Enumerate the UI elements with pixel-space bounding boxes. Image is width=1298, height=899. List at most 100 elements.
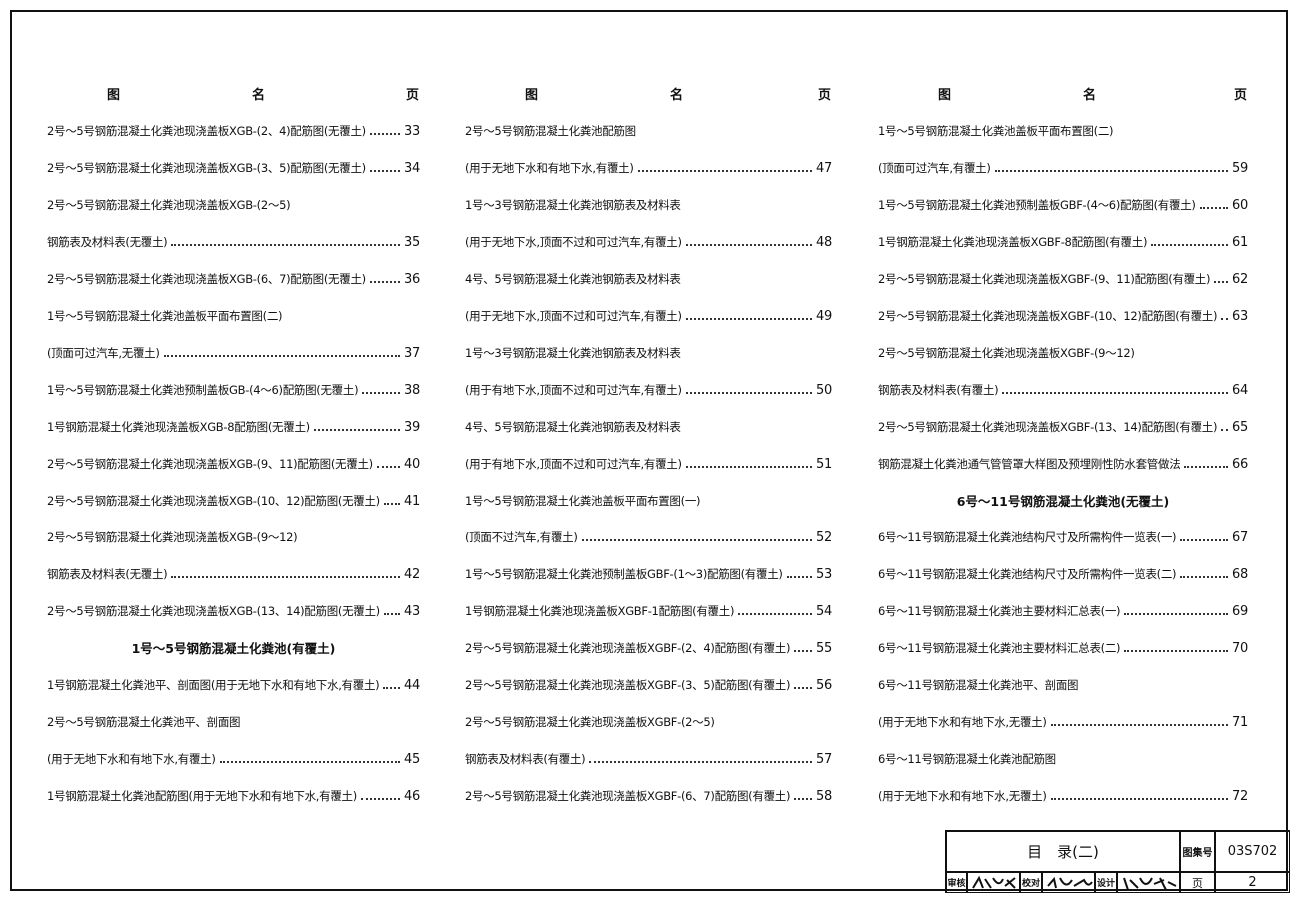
toc-entry: 2号～5号钢筋混凝土化粪池现浇盖板XGBF-(6、7)配筋图(有覆土) 58 <box>465 786 832 804</box>
leader-dots <box>369 280 401 283</box>
toc-entry: 钢筋表及材料表(无覆土) 35 <box>47 232 420 250</box>
entry-title: 2号～5号钢筋混凝土化粪池现浇盖板XGBF-(2～5) <box>465 715 715 730</box>
leader-dots <box>794 687 813 690</box>
leader-dots <box>163 354 401 357</box>
entry-title: 1号钢筋混凝土化粪池现浇盖板XGBF-8配筋图(有覆土) <box>878 234 1148 249</box>
signature-scribble <box>971 875 1016 889</box>
toc-entry: 2号～5号钢筋混凝土化粪池配筋图 <box>465 121 832 139</box>
entry-title: (用于无地下水,顶面不过和可过汽车,有覆土) <box>465 308 682 323</box>
entry-page: 53 <box>816 567 832 583</box>
toc-entry: 6号～11号钢筋混凝土化粪池配筋图 <box>878 749 1248 767</box>
toc-entry: 钢筋表及材料表(无覆土) 42 <box>47 564 420 582</box>
toc-entry: 2号～5号钢筋混凝土化粪池现浇盖板XGB-(2～5) <box>47 195 420 213</box>
entry-title: 6号～11号钢筋混凝土化粪池主要材料汇总表(一) <box>878 604 1121 619</box>
entry-page: 36 <box>404 271 420 287</box>
review-label: 审核 <box>945 872 967 893</box>
toc-entry: (顶面可过汽车,无覆土) 37 <box>47 343 420 361</box>
section-heading: 6号～11号钢筋混凝土化粪池(无覆土) <box>956 493 1170 509</box>
toc-entry: 6号～11号钢筋混凝土化粪池结构尺寸及所需构件一览表(二) 68 <box>878 564 1248 582</box>
toc-entry: 1号～5号钢筋混凝土化粪池盖板平面布置图(一) <box>465 491 832 509</box>
toc-entry: 4号、5号钢筋混凝土化粪池钢筋表及材料表 <box>465 269 832 287</box>
entry-title: 1号～3号钢筋混凝土化粪池钢筋表及材料表 <box>465 197 681 212</box>
leader-dots <box>1050 798 1229 801</box>
entry-page: 67 <box>1232 530 1248 546</box>
entry-page: 42 <box>404 567 420 583</box>
entry-title: 2号～5号钢筋混凝土化粪池现浇盖板XGB-(9、11)配筋图(无覆土) <box>47 456 373 471</box>
toc-entry: 6号～11号钢筋混凝土化粪池平、剖面图 <box>878 675 1248 693</box>
entry-title: (用于无地下水和有地下水,无覆土) <box>878 715 1047 730</box>
entry-page: 47 <box>816 160 832 176</box>
entry-title: 2号～5号钢筋混凝土化粪池现浇盖板XGB-(2～5) <box>47 197 291 212</box>
leader-dots <box>171 243 401 246</box>
entry-title: 1号～3号钢筋混凝土化粪池钢筋表及材料表 <box>465 345 681 360</box>
toc-entry: (用于无地下水和有地下水,有覆土) 47 <box>465 158 832 176</box>
page-label: 页 <box>1180 872 1215 893</box>
entry-page: 39 <box>404 419 420 435</box>
leader-dots <box>1124 613 1229 616</box>
entry-page: 57 <box>816 752 832 768</box>
entry-title: 钢筋混凝土化粪池通气管管罩大样图及预埋刚性防水套管做法 <box>878 456 1181 471</box>
entry-page: 60 <box>1232 197 1248 213</box>
entry-title: 6号～11号钢筋混凝土化粪池结构尺寸及所需构件一览表(一) <box>878 530 1177 545</box>
leader-dots <box>362 391 401 394</box>
toc-entry: 1号钢筋混凝土化粪池配筋图(用于无地下水和有地下水,有覆土) 46 <box>47 786 420 804</box>
signature <box>1042 872 1095 893</box>
entry-page: 37 <box>404 345 420 361</box>
leader-dots <box>589 761 813 764</box>
leader-dots <box>383 687 401 690</box>
toc-entry: 2号～5号钢筋混凝土化粪池现浇盖板XGBF-(2、4)配筋图(有覆土) 55 <box>465 638 832 656</box>
toc-entry: 钢筋表及材料表(有覆土) 64 <box>878 380 1248 398</box>
toc-entry: 2号～5号钢筋混凝土化粪池现浇盖板XGB-(9、11)配筋图(无覆土) 40 <box>47 454 420 472</box>
title: 目 录(二) <box>945 830 1180 872</box>
header-page: 页 <box>1234 88 1248 103</box>
toc-entry: 1号～3号钢筋混凝土化粪池钢筋表及材料表 <box>465 343 832 361</box>
design-label: 设计 <box>1095 872 1117 893</box>
toc-entry: (用于有地下水,顶面不过和可过汽车,有覆土) 51 <box>465 454 832 472</box>
entry-page: 62 <box>1232 271 1248 287</box>
header-page: 页 <box>406 88 420 103</box>
leader-dots <box>383 613 401 616</box>
toc-entry: (顶面可过汽车,有覆土) 59 <box>878 158 1248 176</box>
header-page: 页 <box>818 88 832 103</box>
entry-title: 1号钢筋混凝土化粪池配筋图(用于无地下水和有地下水,有覆土) <box>47 789 357 804</box>
leader-dots <box>171 576 401 579</box>
toc-entry: 2号～5号钢筋混凝土化粪池现浇盖板XGB-(2、4)配筋图(无覆土) 33 <box>47 121 420 139</box>
toc-entry: 钢筋混凝土化粪池通气管管罩大样图及预埋刚性防水套管做法 66 <box>878 454 1248 472</box>
leader-dots <box>581 539 813 542</box>
entry-title: 2号～5号钢筋混凝土化粪池现浇盖板XGB-(2、4)配筋图(无覆土) <box>47 124 366 138</box>
entry-title: 2号～5号钢筋混凝土化粪池现浇盖板XGBF-(13、14)配筋图(有覆土) <box>878 419 1218 434</box>
toc-entry: 1号～5号钢筋混凝土化粪池预制盖板GBF-(1～3)配筋图(有覆土) 53 <box>465 564 832 582</box>
leader-dots <box>1221 317 1229 320</box>
leader-dots <box>313 428 401 431</box>
entry-page: 58 <box>816 789 832 805</box>
entry-page: 72 <box>1232 789 1248 805</box>
toc-entry: 2号～5号钢筋混凝土化粪池现浇盖板XGB-(9～12) <box>47 527 420 545</box>
entry-page: 38 <box>404 382 420 398</box>
leader-dots <box>1180 539 1229 542</box>
toc-entry: 6号～11号钢筋混凝土化粪池主要材料汇总表(一) 69 <box>878 601 1248 619</box>
header-figure: 图 <box>938 88 952 103</box>
toc-entry: (用于无地下水,顶面不过和可过汽车,有覆土) 49 <box>465 306 832 324</box>
entry-title: 1号钢筋混凝土化粪池平、剖面图(用于无地下水和有地下水,有覆土) <box>47 678 380 693</box>
toc-entry: 2号～5号钢筋混凝土化粪池现浇盖板XGBF-(10、12)配筋图(有覆土) 63 <box>878 306 1248 324</box>
atlas-no: 03S702 <box>1215 830 1290 872</box>
leader-dots <box>1199 206 1229 209</box>
toc-entry: (用于有地下水,顶面不过和可过汽车,有覆土) 50 <box>465 380 832 398</box>
entry-page: 68 <box>1232 567 1248 583</box>
leader-dots <box>383 502 401 505</box>
entry-page: 56 <box>816 678 832 694</box>
entry-title: 2号～5号钢筋混凝土化粪池现浇盖板XGBF-(6、7)配筋图(有覆土) <box>465 789 791 804</box>
entry-title: 6号～11号钢筋混凝土化粪池平、剖面图 <box>878 678 1079 693</box>
toc-entry: (用于无地下水,顶面不过和可过汽车,有覆土) 48 <box>465 232 832 250</box>
leader-dots <box>786 576 813 579</box>
leader-dots <box>219 761 401 764</box>
entry-title: 2号～5号钢筋混凝土化粪池现浇盖板XGBF-(2、4)配筋图(有覆土) <box>465 641 791 656</box>
entry-title: 2号～5号钢筋混凝土化粪池平、剖面图 <box>47 715 241 730</box>
signature-scribble <box>1122 877 1176 890</box>
entry-page: 70 <box>1232 641 1248 657</box>
entry-title: 1号～5号钢筋混凝土化粪池预制盖板GBF-(1～3)配筋图(有覆土) <box>465 567 783 582</box>
entry-page: 51 <box>816 456 832 472</box>
entry-title: 2号～5号钢筋混凝土化粪池配筋图 <box>465 124 636 138</box>
entry-title: 4号、5号钢筋混凝土化粪池钢筋表及材料表 <box>465 271 681 286</box>
